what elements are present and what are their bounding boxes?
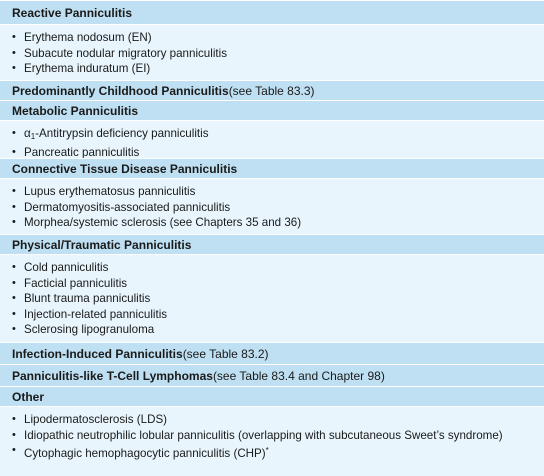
list-item: • Facticial panniculitis bbox=[12, 276, 544, 292]
bullet: • bbox=[12, 62, 16, 75]
section-body-other: • Lipodermatosclerosis (LDS) • Idiopathi… bbox=[0, 406, 544, 476]
item-text: Sclerosing lipogranuloma bbox=[24, 323, 155, 337]
bullet: • bbox=[12, 127, 16, 139]
list-item: • Cold panniculitis bbox=[12, 260, 544, 276]
alpha-subscript: 1 bbox=[30, 132, 36, 141]
section-body-connective-tissue: • Lupus erythematosus panniculitis • Der… bbox=[0, 178, 544, 234]
bullet: • bbox=[12, 216, 16, 229]
section-title: Connective Tissue Disease Panniculitis bbox=[12, 161, 238, 176]
section-header-metabolic: Metabolic Panniculitis bbox=[0, 100, 544, 120]
bullet: • bbox=[12, 261, 16, 273]
list-item: • Morphea/systemic sclerosis (see Chapte… bbox=[12, 215, 544, 231]
item-text: Pancreatic panniculitis bbox=[24, 145, 140, 159]
bullet: • bbox=[12, 428, 16, 441]
item-text: Dermatomyositis-associated panniculitis bbox=[24, 200, 231, 214]
item-text: Lipodermatosclerosis (LDS) bbox=[24, 413, 168, 426]
bullet: • bbox=[12, 31, 16, 43]
list-item: • Erythema induratum (EI) bbox=[12, 61, 544, 77]
list-item: • Erythema nodosum (EN) bbox=[12, 30, 544, 46]
item-text: Idiopathic neutrophilic lobular pannicul… bbox=[24, 428, 503, 442]
alpha-item-text: -Antitrypsin deficiency panniculitis bbox=[35, 127, 209, 140]
section-header-childhood: Predominantly Childhood Panniculitis (se… bbox=[0, 80, 544, 100]
item-text: Erythema nodosum (EN) bbox=[24, 31, 152, 44]
bullet: • bbox=[12, 307, 16, 320]
bullet: • bbox=[12, 444, 16, 457]
section-title: Reactive Panniculitis bbox=[12, 5, 133, 20]
section-title: Metabolic Panniculitis bbox=[12, 103, 139, 118]
section-header-infection-induced: Infection-Induced Panniculitis (see Tabl… bbox=[0, 342, 544, 364]
bullet: • bbox=[12, 200, 16, 213]
list-item: • Subacute nodular migratory panniculiti… bbox=[12, 46, 544, 62]
bullet: • bbox=[12, 276, 16, 289]
list-item: • Injection-related panniculitis bbox=[12, 307, 544, 323]
item-text: α1-Antitrypsin deficiency panniculitis bbox=[24, 126, 544, 145]
list-item: • Sclerosing lipogranuloma bbox=[12, 322, 544, 338]
item-text: Facticial panniculitis bbox=[24, 276, 128, 290]
item-text: Morphea/systemic sclerosis (see Chapters… bbox=[24, 216, 302, 230]
section-title: Physical/Traumatic Panniculitis bbox=[12, 237, 192, 252]
section-header-t-cell-lymphomas: Panniculitis-like T-Cell Lymphomas (see … bbox=[0, 364, 544, 386]
section-note: (see Table 83.3) bbox=[228, 83, 315, 98]
item-text: Cold panniculitis bbox=[24, 261, 109, 274]
list-item: • Blunt trauma panniculitis bbox=[12, 291, 544, 307]
section-header-connective-tissue: Connective Tissue Disease Panniculitis bbox=[0, 158, 544, 178]
item-text: Erythema induratum (EI) bbox=[24, 62, 151, 76]
section-body-physical-traumatic: • Cold panniculitis • Facticial pannicul… bbox=[0, 254, 544, 342]
bullet: • bbox=[12, 292, 16, 305]
section-title: Other bbox=[12, 389, 45, 404]
list-item: • Idiopathic neutrophilic lobular pannic… bbox=[12, 428, 544, 444]
item-text: Injection-related panniculitis bbox=[24, 307, 168, 321]
section-header-reactive: Reactive Panniculitis bbox=[0, 0, 544, 24]
section-note: (see Table 83.4 and Chapter 98) bbox=[212, 368, 385, 383]
list-item: • Pancreatic panniculitis bbox=[12, 145, 544, 161]
list-item: • Lupus erythematosus panniculitis bbox=[12, 184, 544, 200]
section-title: Infection-Induced Panniculitis bbox=[12, 346, 183, 361]
list-item: • Dermatomyositis-associated panniculiti… bbox=[12, 200, 544, 216]
item-text: Subacute nodular migratory panniculitis bbox=[24, 46, 228, 60]
bullet: • bbox=[12, 185, 16, 197]
section-note: (see Table 83.2) bbox=[182, 346, 269, 361]
list-item: • Lipodermatosclerosis (LDS) bbox=[12, 412, 544, 428]
list-item: • α1-Antitrypsin deficiency panniculitis bbox=[12, 126, 544, 145]
section-header-physical-traumatic: Physical/Traumatic Panniculitis bbox=[0, 234, 544, 254]
bullet: • bbox=[12, 145, 16, 158]
bullet: • bbox=[12, 413, 16, 425]
list-item: • Cytophagic hemophagocytic panniculitis… bbox=[12, 443, 544, 462]
item-text: Lupus erythematosus panniculitis bbox=[24, 185, 196, 198]
section-title: Predominantly Childhood Panniculitis bbox=[12, 83, 229, 98]
chp-item-text: Cytophagic hemophagocytic panniculitis (… bbox=[24, 447, 266, 461]
item-text: Blunt trauma panniculitis bbox=[24, 292, 151, 306]
footnote-marker: * bbox=[265, 446, 269, 456]
alpha-symbol: α bbox=[24, 127, 31, 140]
item-text: Cytophagic hemophagocytic panniculitis (… bbox=[24, 443, 544, 462]
section-body-metabolic: • α1-Antitrypsin deficiency panniculitis… bbox=[0, 120, 544, 161]
section-body-reactive: • Erythema nodosum (EN) • Subacute nodul… bbox=[0, 24, 544, 80]
bullet: • bbox=[12, 46, 16, 59]
section-header-other: Other bbox=[0, 386, 544, 406]
section-title: Panniculitis-like T-Cell Lymphomas bbox=[12, 368, 213, 383]
bullet: • bbox=[12, 323, 16, 336]
